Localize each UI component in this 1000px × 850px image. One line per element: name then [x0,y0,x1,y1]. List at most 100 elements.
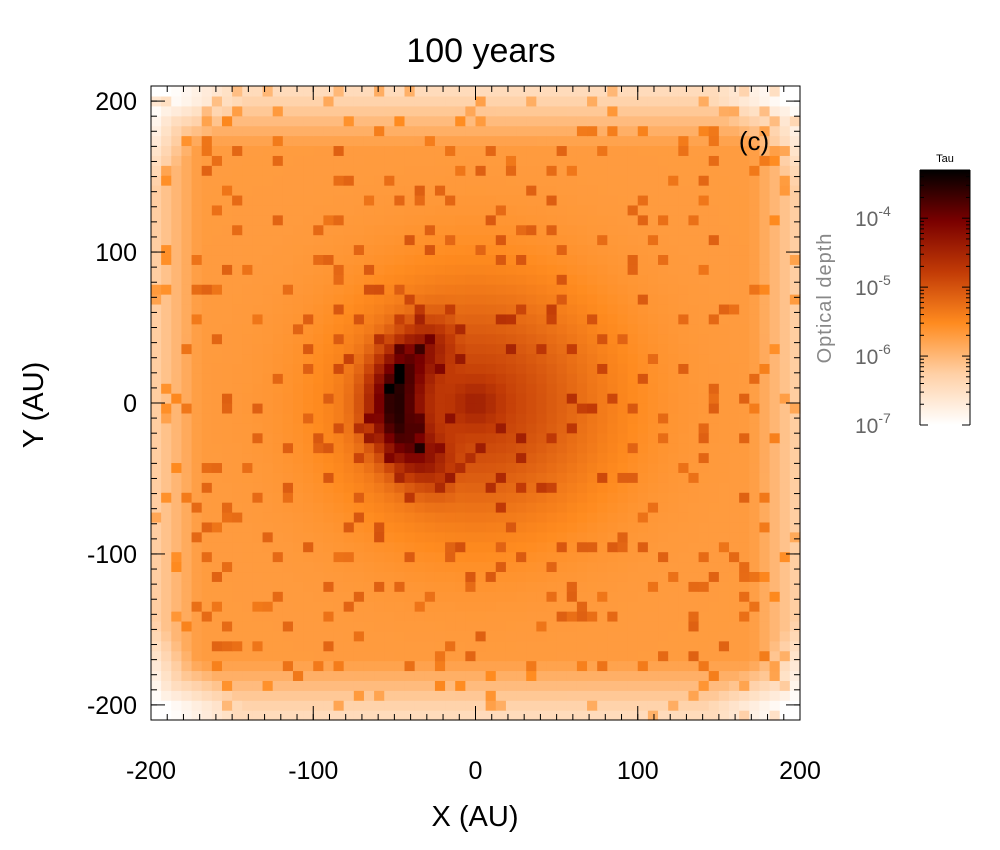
heatmap-cell [404,135,416,147]
heatmap-cell [394,502,406,513]
heatmap-cell [313,244,324,256]
heatmap-cell [211,264,223,275]
heatmap-cell [485,363,497,374]
heatmap-cell [211,472,223,483]
heatmap-cell [769,710,781,721]
heatmap-cell [363,511,375,523]
heatmap-cell [597,650,608,662]
heatmap-cell [698,601,710,612]
heatmap-cell [333,492,345,503]
heatmap-cell [445,303,456,315]
heatmap-cell [171,393,183,404]
heatmap-cell [455,194,466,206]
heatmap-cell [729,650,740,662]
heatmap-cell [404,680,416,691]
heatmap-cell [485,630,497,642]
heatmap-cell [333,531,345,543]
heatmap-cell [485,214,497,226]
heatmap-cell [658,422,669,434]
heatmap-cell [526,412,537,424]
heatmap-cell [516,353,527,364]
heatmap-cell [708,452,720,464]
heatmap-cell [556,105,568,117]
heatmap-cell [161,571,172,582]
heatmap-cell [485,640,497,652]
heatmap-cell [151,492,162,503]
heatmap-cell [161,194,172,206]
heatmap-cell [445,650,456,662]
heatmap-cell [647,551,659,563]
heatmap-cell [668,680,679,691]
heatmap-cell [272,680,284,691]
heatmap-cell [587,333,598,345]
heatmap-cell [374,700,385,711]
heatmap-cell [526,422,537,434]
heatmap-cell [252,541,264,553]
heatmap-cell [637,521,649,533]
heatmap-cell [495,363,507,374]
heatmap-cell [445,541,456,553]
heatmap-cell [637,482,649,493]
heatmap-cell [779,412,791,424]
heatmap-cell [151,244,162,256]
heatmap-cell [698,422,710,434]
heatmap-cell [566,86,578,97]
heatmap-cell [191,254,203,265]
heatmap-cell [475,452,487,464]
heatmap-cell [678,353,690,364]
heatmap-cell [536,353,548,364]
heatmap-cell [404,383,416,394]
heatmap-cell [171,710,183,721]
heatmap-cell [303,670,314,681]
heatmap-cell [708,214,720,226]
heatmap-cell [607,274,619,285]
heatmap-cell [678,492,690,503]
heatmap-cell [394,492,406,503]
heatmap-cell [404,432,416,444]
heatmap-cell [556,650,568,662]
heatmap-cell [789,422,801,434]
heatmap-cell [637,214,649,226]
heatmap-cell [333,194,345,206]
heatmap-cell [201,185,213,196]
heatmap-cell [505,115,517,127]
heatmap-cell [475,660,487,672]
heatmap-cell [536,581,548,592]
heatmap-cell [171,294,183,305]
heatmap-cell [424,541,436,553]
heatmap-cell [769,541,781,553]
heatmap-cell [668,650,679,662]
heatmap-cell [181,670,193,681]
heatmap-cell [658,650,669,662]
heatmap-cell [404,175,416,186]
heatmap-cell [434,234,446,246]
heatmap-cell [729,244,740,256]
heatmap-cell [384,482,395,493]
heatmap-cell [658,670,669,681]
heatmap-cell [384,700,395,711]
heatmap-cell [313,432,324,444]
heatmap-cell [242,175,254,186]
heatmap-cell [252,650,264,662]
heatmap-cell [414,601,426,612]
heatmap-cell [333,303,345,315]
heatmap-cell [607,244,619,256]
heatmap-cell [505,224,517,236]
heatmap-cell [424,462,436,473]
heatmap-cell [333,640,345,652]
heatmap-cell [789,710,801,721]
heatmap-cell [546,264,558,275]
heatmap-cell [404,521,416,533]
heatmap-cell [566,224,578,236]
heatmap-cell [374,611,385,622]
heatmap-cell [729,373,740,384]
heatmap-cell [282,363,294,374]
heatmap-cell [262,313,274,325]
heatmap-cell [546,541,558,553]
heatmap-cell [292,125,304,137]
heatmap-cell [343,502,355,513]
heatmap-cell [445,472,456,483]
heatmap-cell [658,224,669,236]
heatmap-cell [668,303,679,315]
heatmap-cell [779,591,791,602]
